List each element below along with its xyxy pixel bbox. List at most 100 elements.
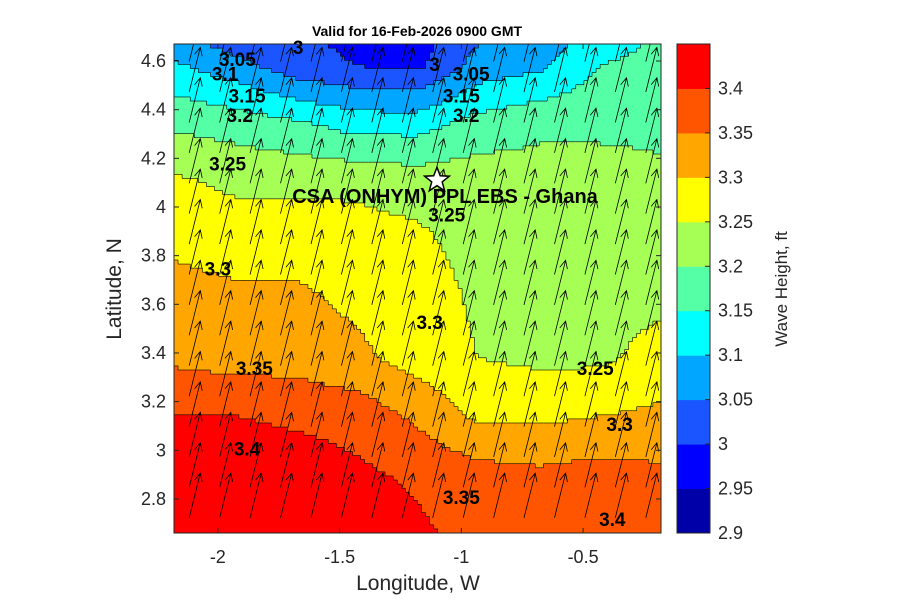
contour-cell xyxy=(539,182,544,188)
contour-cell xyxy=(555,162,561,167)
contour-cell xyxy=(547,113,553,118)
contour-cell xyxy=(454,56,459,61)
contour-cell xyxy=(401,117,406,123)
contour-cell xyxy=(206,109,212,114)
contour-cell xyxy=(579,52,585,57)
contour-cell xyxy=(559,109,565,114)
contour-cell xyxy=(283,101,289,106)
contour-cell xyxy=(303,88,309,94)
contour-cell xyxy=(474,60,479,65)
contour-cell xyxy=(437,101,443,106)
contour-cell xyxy=(518,178,524,184)
contour-cell xyxy=(632,162,638,167)
contour-cell xyxy=(385,202,390,208)
contour-cell xyxy=(612,125,617,131)
contour-cell xyxy=(364,166,370,171)
contour-cell xyxy=(604,52,609,57)
contour-cell xyxy=(474,68,479,74)
contour-cell xyxy=(316,80,321,86)
contour-cell xyxy=(462,141,467,147)
contour-cell xyxy=(295,60,301,65)
contour-cell xyxy=(234,84,240,90)
contour-cell xyxy=(202,72,208,78)
contour-cell xyxy=(417,129,423,135)
contour-cell xyxy=(186,44,191,49)
contour-cell xyxy=(198,121,204,127)
contour-cell xyxy=(186,158,191,163)
contour-cell xyxy=(186,64,191,70)
contour-cell xyxy=(648,117,654,123)
contour-cell xyxy=(271,129,277,135)
contour-cell xyxy=(194,170,199,175)
contour-cell xyxy=(510,207,516,212)
contour-cell xyxy=(190,96,195,102)
contour-cell xyxy=(531,80,536,86)
contour-cell xyxy=(385,186,390,192)
contour-cell xyxy=(299,117,305,123)
contour-cell xyxy=(640,88,646,94)
contour-cell xyxy=(579,149,585,155)
contour-cell xyxy=(198,194,204,200)
contour-cell xyxy=(271,198,277,204)
contour-cell xyxy=(279,80,285,86)
contour-cell xyxy=(214,56,220,61)
contour-cell xyxy=(425,56,431,61)
contour-cell xyxy=(389,76,394,82)
contour-cell xyxy=(279,133,285,139)
contour-cell xyxy=(283,207,289,212)
contour-cell xyxy=(247,190,252,196)
contour-cell xyxy=(360,105,366,110)
contour-cell xyxy=(421,145,427,151)
contour-cell xyxy=(389,60,394,65)
contour-cell xyxy=(494,162,500,167)
contour-cell xyxy=(470,117,475,123)
contour-cell xyxy=(356,174,362,180)
contour-cell xyxy=(604,109,609,114)
contour-cell xyxy=(567,60,573,65)
contour-cell xyxy=(466,60,471,65)
contour-cell xyxy=(360,64,366,70)
contour-cell xyxy=(263,109,268,114)
contour-cell xyxy=(174,80,179,86)
contour-cell xyxy=(640,154,646,159)
contour-cell xyxy=(523,88,528,94)
contour-cell xyxy=(320,44,325,49)
contour-cell xyxy=(462,202,467,208)
contour-cell xyxy=(397,113,402,118)
contour-cell xyxy=(648,76,654,82)
contour-cell xyxy=(279,166,285,171)
contour-cell xyxy=(482,154,488,159)
contour-cell xyxy=(352,174,358,180)
contour-cell xyxy=(238,133,244,139)
contour-cell xyxy=(385,145,390,151)
contour-cell xyxy=(514,133,520,139)
contour-cell xyxy=(372,44,378,49)
contour-cell xyxy=(551,170,557,175)
contour-cell xyxy=(656,170,661,175)
contour-cell xyxy=(437,133,443,139)
contour-cell xyxy=(551,44,557,49)
contour-cell xyxy=(295,166,301,171)
contour-cell xyxy=(543,125,548,131)
contour-cell xyxy=(563,68,569,74)
contour-cell xyxy=(328,129,333,135)
contour-cell xyxy=(547,202,553,208)
contour-cell xyxy=(486,137,492,143)
contour-cell xyxy=(234,149,240,155)
contour-cell xyxy=(486,96,492,102)
contour-cell xyxy=(295,101,301,106)
contour-cell xyxy=(567,96,573,102)
contour-cell xyxy=(251,154,256,159)
contour-cell xyxy=(612,186,617,192)
contour-cell xyxy=(340,194,346,200)
contour-cell xyxy=(206,202,212,208)
contour-cell xyxy=(226,92,232,98)
contour-cell xyxy=(401,88,406,94)
contour-cell xyxy=(291,76,297,82)
contour-cell xyxy=(656,174,661,180)
contour-cell xyxy=(247,137,252,143)
contour-cell xyxy=(376,194,382,200)
contour-cell xyxy=(271,101,277,106)
contour-cell xyxy=(656,105,661,110)
contour-cell xyxy=(486,76,492,82)
